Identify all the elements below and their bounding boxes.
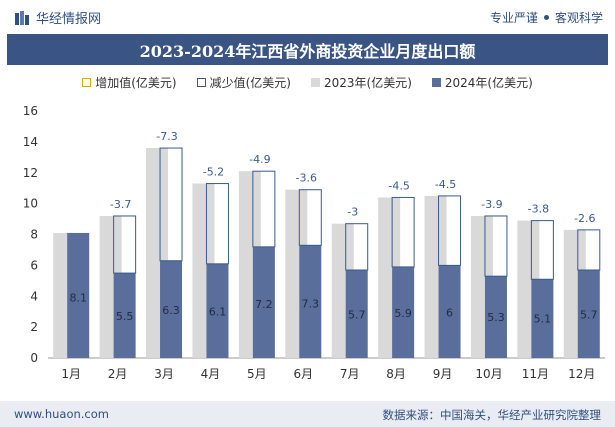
legend-swatch-decrease-icon — [196, 77, 206, 87]
x-tick-label: 3月 — [154, 367, 174, 381]
change-label: -3.6 — [296, 172, 317, 185]
bar-2024 — [252, 246, 275, 358]
legend-label-2023: 2023年(亿美元) — [323, 75, 412, 90]
data-label-2024: 7.3 — [302, 297, 320, 310]
x-tick-label: 1月 — [61, 367, 81, 381]
chart-legend: 增加值(亿美元) 减少值(亿美元) 2023年(亿美元) 2024年(亿美元) — [0, 72, 615, 92]
x-tick-label: 7月 — [340, 367, 360, 381]
decrease-box — [159, 147, 183, 262]
legend-swatch-2023-icon — [310, 77, 320, 87]
data-label-2024: 6.1 — [209, 306, 227, 319]
bar-2024 — [392, 266, 415, 358]
bar-2024 — [206, 263, 229, 358]
decrease-box — [577, 229, 601, 271]
decrease-box — [438, 195, 462, 266]
y-tick-label: 14 — [23, 135, 38, 149]
change-label: -5.2 — [203, 166, 224, 179]
x-tick-label: 4月 — [201, 367, 221, 381]
data-label-2024: 7.2 — [255, 298, 273, 311]
footer-source: 数据来源：中国海关，华经产业研究院整理 — [382, 408, 602, 422]
y-tick-label: 0 — [30, 351, 38, 365]
top-bar: 华经情报网 专业严谨 客观科学 — [0, 0, 615, 34]
x-tick-label: 9月 — [433, 367, 453, 381]
bar-2024 — [67, 232, 90, 358]
x-tick-label: 6月 — [293, 367, 313, 381]
change-label: -4.5 — [435, 178, 456, 191]
y-tick-label: 6 — [30, 258, 38, 272]
change-label: -3.9 — [481, 198, 502, 211]
decrease-box — [530, 220, 554, 280]
x-tick-label: 5月 — [247, 367, 267, 381]
y-tick-label: 16 — [23, 104, 38, 118]
legend-label-decrease: 减少值(亿美元) — [209, 75, 291, 90]
brand-name: 华经情报网 — [36, 12, 102, 27]
decrease-box — [252, 170, 276, 248]
brand: 华经情报网 — [14, 8, 101, 27]
data-label-2024: 5.7 — [580, 308, 598, 321]
y-tick-label: 8 — [30, 228, 38, 242]
change-label: -7.3 — [156, 130, 177, 143]
tagline-left: 专业严谨 — [489, 11, 538, 25]
change-label: -4.9 — [249, 153, 270, 166]
decrease-box — [391, 196, 415, 268]
chart-title: 2023-2024年江西省外商投资企业月度出口额 — [7, 34, 608, 65]
decrease-box — [205, 183, 229, 265]
legend-swatch-2024-icon — [431, 77, 441, 87]
legend-item-2023: 2023年(亿美元) — [310, 72, 412, 92]
y-tick-label: 12 — [23, 166, 38, 180]
bar-2024 — [531, 279, 554, 358]
bar-2024 — [160, 260, 183, 358]
data-label-2024: 5.3 — [487, 311, 505, 324]
change-label: -2.6 — [574, 212, 595, 225]
legend-item-decrease: 减少值(亿美元) — [196, 72, 291, 92]
data-label-2024: 5.5 — [116, 310, 134, 323]
x-tick-label: 11月 — [522, 367, 549, 381]
y-tick-label: 4 — [30, 289, 38, 303]
data-label-2024: 8.1 — [69, 292, 87, 305]
x-tick-label: 8月 — [386, 367, 406, 381]
brand-logo-icon — [15, 10, 29, 25]
y-tick-label: 10 — [23, 197, 38, 211]
legend-item-2024: 2024年(亿美元) — [431, 72, 533, 92]
bar-2024 — [484, 276, 507, 358]
legend-label-2024: 2024年(亿美元) — [444, 75, 533, 90]
footer-website: www.huaon.com — [14, 407, 109, 421]
x-tick-label: 10月 — [475, 367, 502, 381]
change-label: -3 — [347, 206, 358, 219]
data-label-2024: 6 — [446, 306, 453, 319]
tagline-right: 客观科学 — [554, 11, 603, 25]
data-label-2024: 5.7 — [348, 308, 366, 321]
bar-2024 — [299, 245, 322, 358]
legend-item-increase: 增加值(亿美元) — [82, 72, 177, 92]
change-label: -3.7 — [110, 198, 131, 211]
change-label: -3.8 — [528, 203, 549, 216]
bar-chart: 0 2 4 6 8 10 12 14 16 8.1 1月 -3.7 5.5 2月 -7.3 6.3 3月 -5.2… — [23, 104, 605, 381]
legend-label-increase: 增加值(亿美元) — [95, 75, 177, 90]
decrease-box — [345, 223, 369, 271]
bar-2024 — [113, 273, 136, 358]
decrease-box — [484, 215, 508, 277]
tagline: 专业严谨 客观科学 — [490, 9, 603, 26]
data-label-2024: 5.9 — [394, 307, 412, 320]
decrease-box — [298, 189, 322, 246]
legend-swatch-increase-icon — [82, 77, 92, 87]
bar-2024 — [577, 270, 600, 358]
data-label-2024: 6.3 — [162, 304, 180, 317]
bar-2024 — [345, 270, 368, 358]
footer: www.huaon.com 数据来源：中国海关，华经产业研究院整理 — [0, 401, 615, 427]
x-tick-label: 12月 — [568, 367, 595, 381]
bar-2024 — [438, 265, 461, 358]
x-tick-label: 2月 — [108, 367, 128, 381]
change-label: -4.5 — [388, 179, 409, 192]
decrease-box — [113, 215, 137, 274]
data-label-2024: 5.1 — [534, 313, 552, 326]
tagline-dot-icon — [543, 15, 549, 20]
y-tick-label: 2 — [30, 320, 38, 334]
